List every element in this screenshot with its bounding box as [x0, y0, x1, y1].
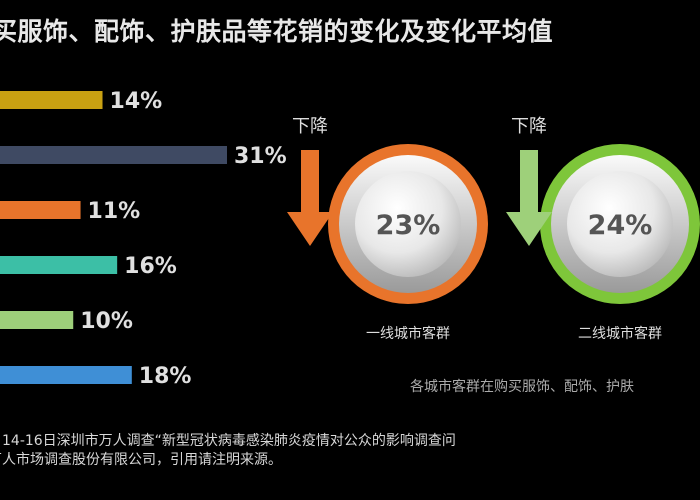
- bar-value-label: 16%: [124, 254, 177, 279]
- bar-value-label: 10%: [80, 309, 133, 334]
- ring-group: 23% 一线城市客群 下降: [287, 116, 488, 342]
- bar-series: 14% 31% 11% 16% 10% 18%: [0, 89, 287, 389]
- bar-value-label: 31%: [234, 144, 287, 169]
- footnote: 各城市客群在购买服饰、配饰、护肤: [410, 378, 634, 395]
- ring-group: 24% 二线城市客群 下降: [506, 116, 700, 342]
- bar: [0, 201, 81, 219]
- arrow-label: 下降: [292, 116, 328, 137]
- chart-title: 买服饰、配饰、护肤品等花销的变化及变化平均值: [0, 17, 554, 46]
- arrow-label: 下降: [511, 116, 547, 137]
- bar: [0, 91, 103, 109]
- bar: [0, 311, 74, 329]
- ring-series: 23% 一线城市客群 下降 24% 二线城市客群 下降: [287, 116, 700, 342]
- ring-caption: 二线城市客群: [578, 325, 662, 342]
- down-arrow-icon: [506, 150, 552, 246]
- source-line-1: 月14-16日深圳市万人调查“新型冠状病毒感染肺炎疫情对公众的影响调查问: [0, 433, 456, 449]
- ring-caption: 一线城市客群: [366, 325, 450, 342]
- bar: [0, 146, 227, 164]
- ring-inner: [567, 171, 673, 277]
- source-line-2: 万人市场调查股份有限公司，引用请注明来源。: [0, 452, 282, 468]
- ring-value-label: 23%: [376, 210, 441, 241]
- bar-value-label: 11%: [88, 199, 141, 224]
- bar: [0, 366, 132, 384]
- ring-value-label: 24%: [588, 210, 653, 241]
- down-arrow-icon: [287, 150, 333, 246]
- ring-inner: [355, 171, 461, 277]
- bar: [0, 256, 118, 274]
- bar-value-label: 18%: [139, 364, 192, 389]
- source-text: 月14-16日深圳市万人调查“新型冠状病毒感染肺炎疫情对公众的影响调查问 万人市…: [0, 432, 700, 470]
- bar-value-label: 14%: [110, 89, 163, 114]
